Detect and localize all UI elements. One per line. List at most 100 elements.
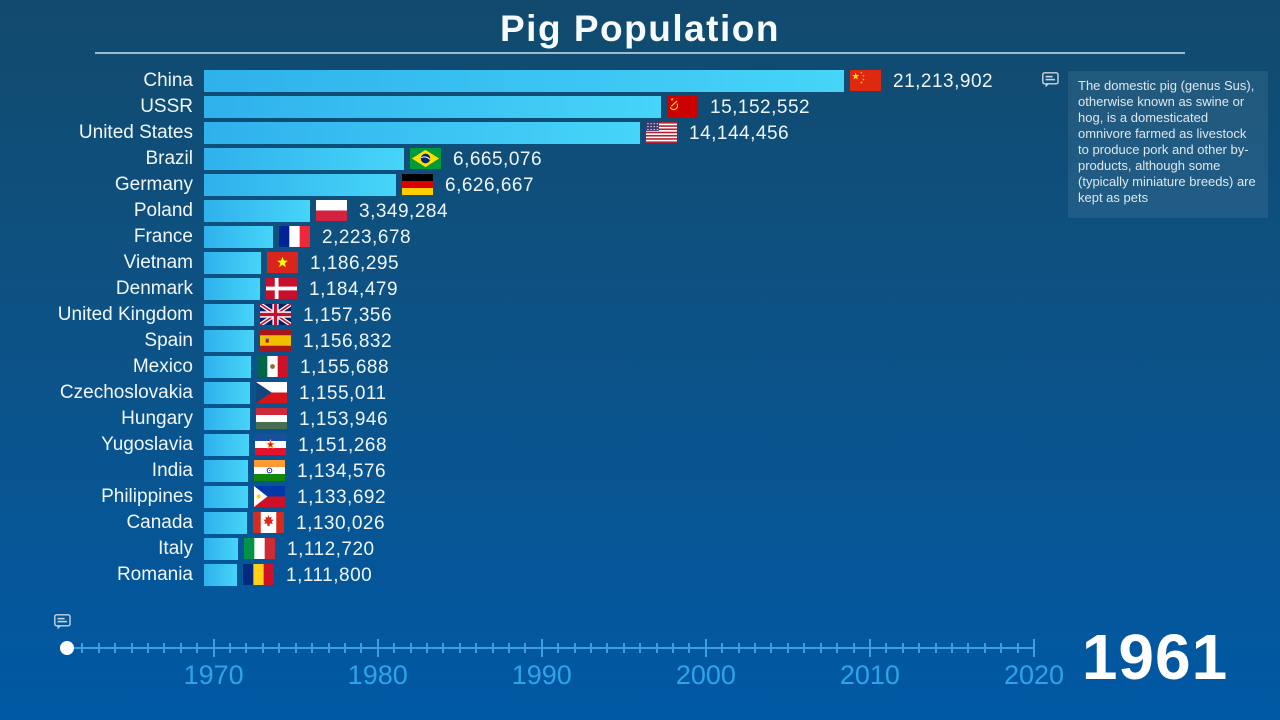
value-label: 6,665,076 — [453, 149, 543, 170]
country-label: Brazil — [145, 148, 193, 169]
bar-row: Czechoslovakia 1,155,011 — [0, 382, 1280, 404]
country-label: United Kingdom — [57, 304, 193, 325]
value-label: 14,144,456 — [689, 123, 790, 144]
country-label: Vietnam — [123, 252, 193, 273]
bar-row: Vietnam 1,186,295 — [0, 252, 1280, 274]
timeline-tick — [458, 643, 461, 653]
denmark-flag-icon — [266, 278, 297, 299]
population-bar — [204, 70, 844, 92]
population-bar — [204, 356, 251, 378]
bar-row: Italy 1,112,720 — [0, 538, 1280, 560]
timeline-tick — [655, 643, 658, 653]
value-label: 1,151,268 — [298, 435, 388, 456]
bar-row: China 21,213,902 — [0, 70, 1280, 92]
timeline-tick — [983, 643, 986, 653]
country-label: China — [143, 70, 193, 91]
timeline-tick — [229, 643, 232, 653]
bar-row: Mexico 1,155,688 — [0, 356, 1280, 378]
population-bar — [204, 148, 404, 170]
timeline-tick — [688, 643, 691, 653]
timeline-tick — [425, 643, 428, 653]
value-label: 1,155,688 — [300, 357, 390, 378]
decade-label: 2020 — [1003, 660, 1065, 690]
value-label: 3,349,284 — [359, 201, 449, 222]
timeline-tick — [786, 643, 789, 653]
country-label: Poland — [133, 200, 193, 221]
country-label: Italy — [158, 538, 193, 559]
timeline-tick — [606, 643, 609, 653]
timeline-tick — [950, 643, 953, 653]
timeline-tick — [557, 643, 560, 653]
population-bar — [204, 564, 237, 586]
bar-row: Yugoslavia 1,151,268 — [0, 434, 1280, 456]
value-label: 1,111,800 — [286, 565, 373, 586]
value-label: 1,155,011 — [299, 383, 387, 404]
current-year-display: 1961 — [1081, 621, 1229, 693]
timeline-tick — [442, 643, 445, 653]
india-flag-icon — [254, 460, 285, 481]
timeline-tick — [212, 639, 215, 657]
timeline-tick — [196, 643, 199, 653]
bar-row: United States 14,144,456 — [0, 122, 1280, 144]
timeline-tick — [376, 639, 379, 657]
timeline-tick — [737, 643, 740, 653]
population-bar — [204, 330, 254, 352]
decade-label: 1970 — [183, 660, 244, 690]
speech-bubble-icon — [1042, 72, 1059, 88]
country-label: USSR — [140, 96, 193, 117]
value-label: 1,156,832 — [303, 331, 393, 352]
timeline-tick — [114, 643, 117, 653]
population-bar — [204, 174, 396, 196]
title-underline — [95, 52, 1185, 54]
timeline-tick — [1033, 639, 1035, 657]
timeline-position-marker[interactable] — [60, 641, 74, 655]
timeline-tick — [803, 643, 806, 653]
usa-flag-icon — [646, 122, 677, 143]
population-bar — [204, 434, 249, 456]
timeline-tick — [754, 643, 757, 653]
population-bar — [204, 226, 273, 248]
yugoslavia-flag-icon — [255, 434, 286, 455]
value-label: 1,133,692 — [297, 487, 387, 508]
bar-row: Germany 6,626,667 — [0, 174, 1280, 196]
timeline-tick — [573, 643, 576, 653]
country-label: Mexico — [132, 356, 193, 377]
value-label: 21,213,902 — [893, 71, 994, 92]
timeline-tick — [294, 643, 297, 653]
timeline-scrubber[interactable]: 1970 1980 1990 2000 2010 2020 — [0, 600, 1100, 700]
vietnam-flag-icon — [267, 252, 298, 273]
country-label: Denmark — [115, 278, 193, 299]
timeline-tick — [622, 643, 625, 653]
czechoslovakia-flag-icon — [256, 382, 287, 403]
timeline-tick — [524, 643, 527, 653]
timeline-tick — [721, 643, 724, 653]
decade-label: 2010 — [839, 660, 900, 690]
timeline-tick — [540, 639, 543, 657]
timeline-tick — [245, 643, 248, 653]
timeline-tick — [868, 639, 871, 657]
canada-flag-icon — [253, 512, 284, 533]
timeline-tick — [97, 643, 100, 653]
country-label: France — [133, 226, 193, 247]
country-label: Czechoslovakia — [59, 382, 193, 403]
value-label: 6,626,667 — [445, 175, 535, 196]
france-flag-icon — [279, 226, 310, 247]
timeline-tick — [475, 643, 478, 653]
timeline-tick — [967, 643, 970, 653]
speech-bubble-icon — [54, 614, 71, 630]
timeline-tick — [852, 643, 855, 653]
timeline-tick — [918, 643, 921, 653]
timeline-axis[interactable] — [66, 647, 1034, 649]
hungary-flag-icon — [256, 408, 287, 429]
decade-label: 1980 — [347, 660, 408, 690]
spain-flag-icon — [260, 330, 291, 351]
country-label: Yugoslavia — [101, 434, 193, 455]
page-title: Pig Population — [500, 8, 780, 49]
bar-row: Romania 1,111,800 — [0, 564, 1280, 586]
bar-row: India 1,134,576 — [0, 460, 1280, 482]
timeline-tick — [327, 643, 330, 653]
germany-flag-icon — [402, 174, 433, 195]
country-label: Hungary — [121, 408, 193, 429]
annotation-panel: The domestic pig (genus Sus), otherwise … — [1068, 71, 1268, 218]
